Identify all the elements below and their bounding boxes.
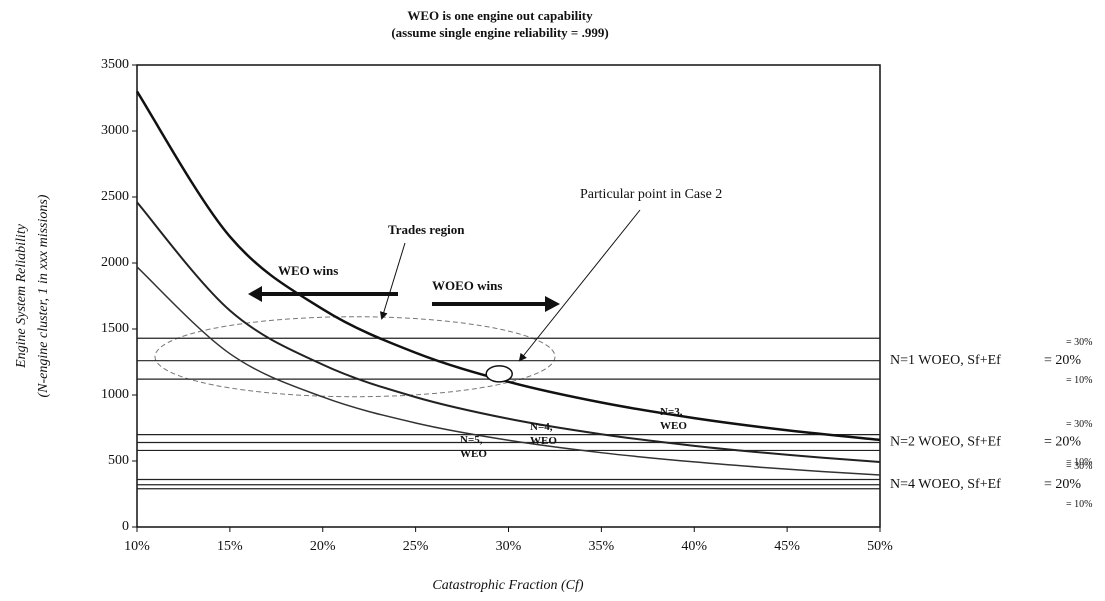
x-tick-label: 20% xyxy=(310,539,336,554)
y-tick-label: 0 xyxy=(122,519,129,534)
y-tick-label: 1000 xyxy=(101,387,129,402)
reference-level-label: = 30% xyxy=(1066,461,1092,472)
y-tick-label: 3500 xyxy=(101,57,129,72)
reference-label: N=1 WOEO, Sf+Ef xyxy=(890,353,1001,368)
y-tick-label: 3000 xyxy=(101,123,129,138)
series-line xyxy=(136,266,881,476)
x-tick-label: 50% xyxy=(867,539,893,554)
arrow xyxy=(379,242,406,320)
x-tick-label: 45% xyxy=(774,539,800,554)
x-tick-label: 30% xyxy=(496,539,522,554)
annotation: WOEO wins xyxy=(432,278,502,293)
y-axis-label: Engine System Reliability xyxy=(14,223,29,369)
x-tick-label: 15% xyxy=(217,539,243,554)
series-label: N=5, WEO xyxy=(460,434,487,460)
reference-level-label: = 20% xyxy=(1044,435,1081,450)
annotation: WEO wins xyxy=(278,263,338,278)
x-tick-label: 25% xyxy=(403,539,429,554)
reference-level-label: = 10% xyxy=(1066,499,1092,510)
series-line xyxy=(136,201,881,464)
point-marker xyxy=(485,365,513,383)
y-tick-label: 2500 xyxy=(101,189,129,204)
reference-label: N=4 WOEO, Sf+Ef xyxy=(890,477,1001,492)
reference-level-label: = 30% xyxy=(1066,337,1092,348)
series-label: N=3, WEO xyxy=(660,406,687,432)
reference-level-label: = 10% xyxy=(1066,375,1092,386)
y-tick-label: 1500 xyxy=(101,321,129,336)
y-tick-label: 500 xyxy=(108,453,129,468)
x-axis-label: Catastrophic Fraction (Cf) xyxy=(432,578,583,593)
x-tick-label: 10% xyxy=(124,539,150,554)
chart-title: WEO is one engine out capability xyxy=(407,8,593,23)
reference-level-label: = 20% xyxy=(1044,353,1081,368)
arrow xyxy=(518,209,641,362)
reference-level-label: = 30% xyxy=(1066,419,1092,430)
plot-area xyxy=(136,64,881,528)
annotation: Particular point in Case 2 xyxy=(580,187,722,202)
series-line xyxy=(135,90,881,442)
trades-region xyxy=(154,316,556,398)
arrow xyxy=(248,286,398,302)
reference-level-label: = 20% xyxy=(1044,477,1081,492)
reference-label: N=2 WOEO, Sf+Ef xyxy=(890,435,1001,450)
arrow xyxy=(432,296,560,312)
chart-subtitle: (assume single engine reliability = .999… xyxy=(391,25,608,40)
reference-level-label: = 10% xyxy=(1066,457,1092,468)
annotation: Trades region xyxy=(388,222,465,237)
series-label: N=4, WEO xyxy=(530,421,557,447)
y-tick-label: 2000 xyxy=(101,255,129,270)
x-tick-label: 40% xyxy=(681,539,707,554)
y-axis-label: (N-engine cluster, 1 in xxx missions) xyxy=(36,194,51,397)
x-tick-label: 35% xyxy=(589,539,615,554)
